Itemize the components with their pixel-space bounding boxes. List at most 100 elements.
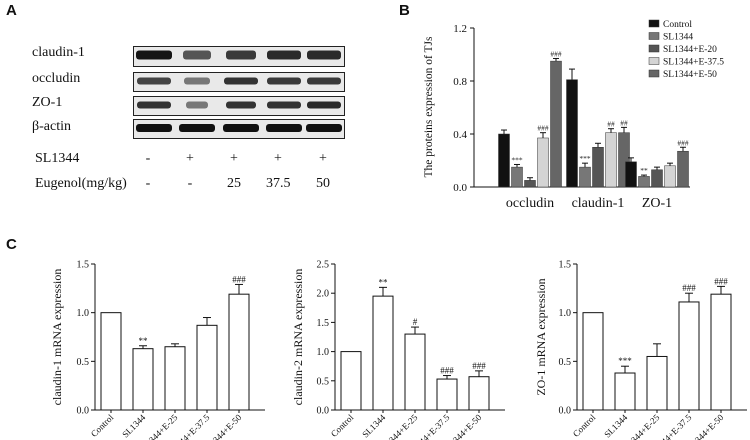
blot-band xyxy=(136,124,172,132)
blot-band xyxy=(184,77,210,85)
y-tick-label: 0.5 xyxy=(317,376,330,387)
significance-label: ### xyxy=(677,138,689,147)
legend-swatch xyxy=(648,57,660,65)
blot-band xyxy=(267,101,301,109)
blot-band xyxy=(186,101,208,109)
blot-band xyxy=(226,50,256,60)
significance-label: ## xyxy=(607,120,615,129)
y-axis-label: ZO-1 mRNA expression xyxy=(534,278,548,395)
panel-label-a: A xyxy=(6,2,17,19)
blot-row-label: ZO-1 xyxy=(32,95,63,110)
bar xyxy=(678,301,700,411)
y-tick-label: 1.0 xyxy=(317,347,330,358)
significance-label: *** xyxy=(618,356,632,366)
legend-swatch xyxy=(648,19,660,28)
significance-label: ### xyxy=(472,361,486,371)
condition-value: + xyxy=(319,151,327,166)
significance-label: ** xyxy=(379,277,389,287)
y-axis-label: claudin-2 mRNA expression xyxy=(291,269,305,406)
y-tick-label: 0.0 xyxy=(317,406,330,417)
significance-label: *** xyxy=(579,154,591,163)
condition-value: + xyxy=(230,151,238,166)
x-category-label: ZO-1 xyxy=(642,196,672,211)
blot-band xyxy=(267,50,301,60)
y-tick-label: 2.0 xyxy=(317,289,330,300)
blot-band xyxy=(226,101,256,109)
y-tick-label: 0.5 xyxy=(77,357,90,368)
significance-label: ### xyxy=(682,283,696,293)
blot-band xyxy=(307,101,341,109)
y-tick-label: 0.8 xyxy=(453,76,467,88)
condition-value: + xyxy=(274,151,282,166)
legend-label: SL1344+E-37.5 xyxy=(663,58,724,68)
y-axis-label: claudin-1 mRNA expression xyxy=(50,269,64,406)
y-axis-label: The proteins expression of TJs xyxy=(423,36,435,177)
y-tick-label: 0.5 xyxy=(559,357,572,368)
legend-label: Control xyxy=(663,20,692,30)
condition-value: 37.5 xyxy=(266,176,291,191)
legend-label: SL1344+E-50 xyxy=(663,70,717,80)
blot-row-label: occludin xyxy=(32,71,81,86)
blot-band xyxy=(307,77,341,85)
condition-value: - xyxy=(145,151,151,166)
blot-band xyxy=(306,124,342,132)
y-tick-label: 0.0 xyxy=(77,406,90,417)
y-tick-label: 0.0 xyxy=(559,406,572,417)
y-tick-label: 1.2 xyxy=(453,23,467,35)
legend-swatch xyxy=(648,32,660,40)
legend-swatch xyxy=(648,69,660,78)
y-tick-label: 1.5 xyxy=(317,318,330,329)
y-tick-label: 1.0 xyxy=(559,308,572,319)
significance-label: ### xyxy=(232,274,246,284)
blot-band xyxy=(224,77,258,85)
y-tick-label: 1.5 xyxy=(559,260,572,271)
bar xyxy=(582,312,604,411)
significance-label: ### xyxy=(440,366,454,376)
blot-band xyxy=(136,50,172,60)
legend-label: SL1344+E-20 xyxy=(663,45,717,55)
condition-value: - xyxy=(145,176,151,191)
x-category-label: SL1344 xyxy=(602,412,630,440)
condition-label: SL1344 xyxy=(35,151,80,166)
blot-band xyxy=(267,77,301,85)
y-tick-label: 2.5 xyxy=(317,260,330,271)
y-tick-label: 1.5 xyxy=(77,260,90,271)
legend-label: SL1344 xyxy=(663,33,693,43)
panel-label-c: C xyxy=(6,236,17,253)
condition-value: 50 xyxy=(316,176,330,191)
significance-label: ## xyxy=(620,118,628,127)
blot-band xyxy=(183,50,211,60)
blot-row-label: claudin-1 xyxy=(32,45,85,60)
legend-swatch xyxy=(648,44,660,53)
blot-band xyxy=(137,101,171,109)
condition-value: + xyxy=(186,151,194,166)
blot-band xyxy=(266,124,302,132)
blot-band xyxy=(307,50,341,60)
significance-label: ### xyxy=(714,276,728,286)
bar xyxy=(710,293,732,411)
condition-value: - xyxy=(187,176,193,191)
significance-label: ### xyxy=(550,49,562,58)
y-tick-label: 0.0 xyxy=(453,182,467,194)
significance-label: ** xyxy=(640,166,648,175)
y-tick-label: 0.4 xyxy=(453,129,467,141)
blot-row-label: β-actin xyxy=(32,119,71,134)
y-tick-label: 1.0 xyxy=(77,308,90,319)
significance-label: # xyxy=(413,317,418,327)
significance-label: *** xyxy=(511,155,523,164)
blot-band xyxy=(179,124,215,132)
bar xyxy=(646,355,668,411)
x-category-label: Control xyxy=(571,412,598,439)
significance-label: ** xyxy=(139,336,149,346)
x-category-label: occludin xyxy=(506,196,554,211)
blot-band xyxy=(137,77,171,85)
blot-band xyxy=(223,124,259,132)
condition-value: 25 xyxy=(227,176,241,191)
significance-label: ### xyxy=(537,124,549,133)
x-category-label: claudin-1 xyxy=(572,196,625,211)
